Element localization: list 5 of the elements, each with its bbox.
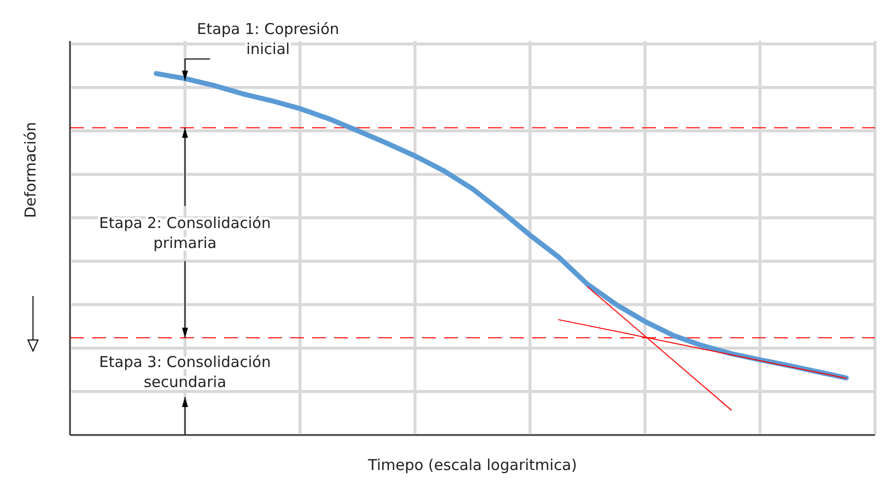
- text: Etapa 1: Copresión inicial: [196, 20, 340, 58]
- annotation: Etapa 2: Consolidación primaria: [99, 214, 271, 252]
- annotation: Etapa 3: Consolidación secundaria: [99, 353, 271, 391]
- x-axis-title: Timepo (escala logaritmica): [367, 456, 577, 474]
- y-axis-title: Deformación: [21, 122, 40, 218]
